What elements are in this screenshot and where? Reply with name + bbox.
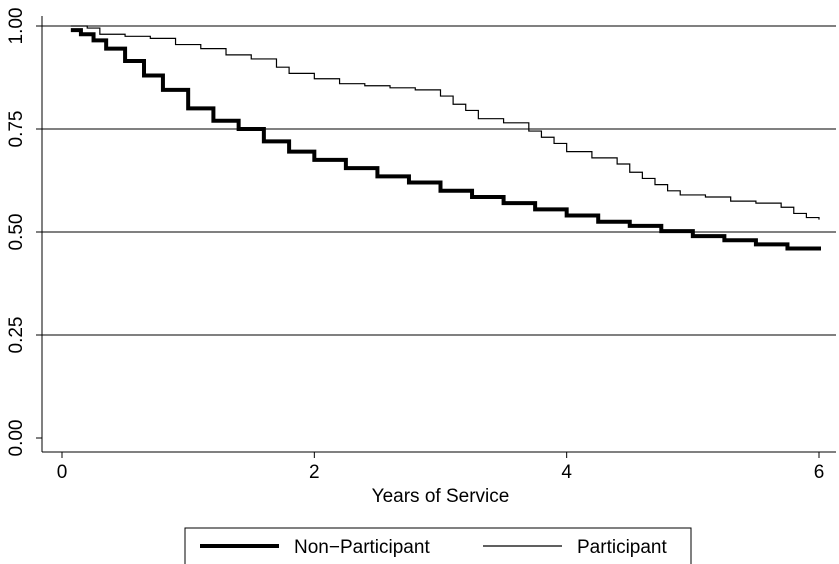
legend-label: Non−Participant <box>294 537 430 558</box>
y-tick-label: 0.75 <box>6 111 27 148</box>
legend: Non−Participant Participant <box>184 527 692 564</box>
y-tick-label: 0.50 <box>6 214 27 251</box>
legend-label: Participant <box>577 537 667 558</box>
series-line-non-participant <box>70 28 821 251</box>
series-lines <box>70 25 821 251</box>
grid-lines <box>42 25 836 336</box>
x-tick-label: 2 <box>309 462 320 483</box>
x-tick-label: 4 <box>561 462 572 483</box>
axes: 0.00 0.25 0.50 0.75 1.00 0 2 4 6 <box>6 8 836 483</box>
x-tick-label: 0 <box>57 462 68 483</box>
x-tick-label: 6 <box>814 462 825 483</box>
series-line-participant <box>70 25 820 220</box>
y-tick-label: 1.00 <box>6 8 27 45</box>
y-tick-label: 0.00 <box>6 420 27 457</box>
x-axis-title: Years of Service <box>372 486 510 507</box>
y-tick-label: 0.25 <box>6 317 27 354</box>
